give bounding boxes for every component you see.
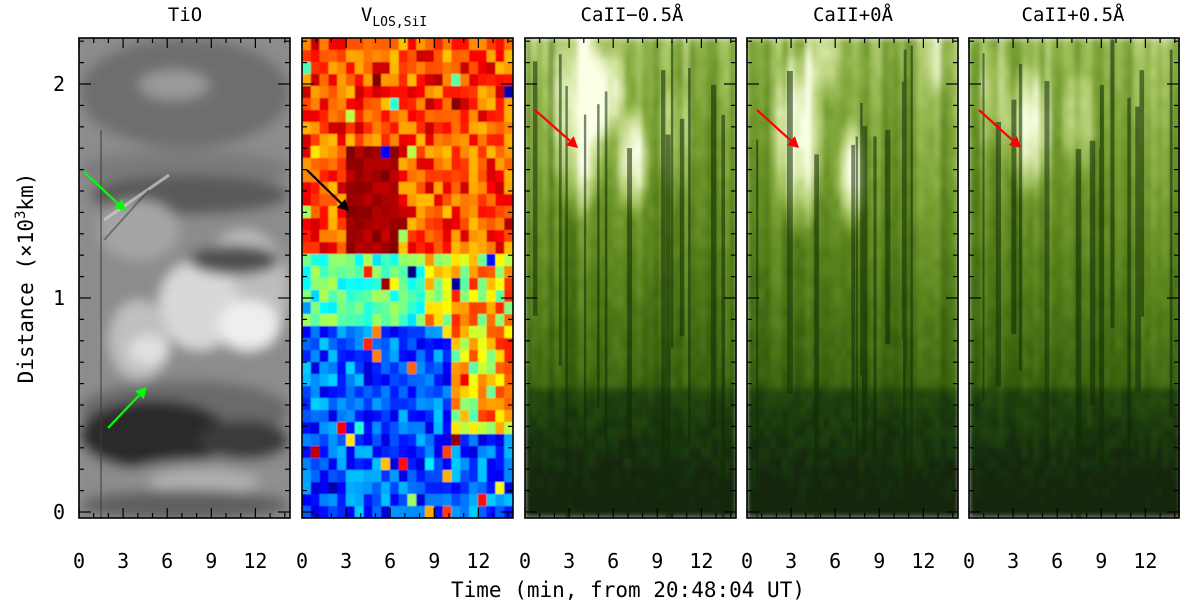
y-axis-label-suffix: km) — [14, 173, 38, 211]
y-axis-label-exponent: 3 — [13, 211, 29, 219]
panel-frame — [78, 37, 291, 519]
tio-intensity-image — [79, 38, 290, 518]
x-tick-label: 9 — [428, 549, 440, 573]
panel-title: TiO — [168, 4, 202, 26]
caii-zero-image — [747, 38, 958, 518]
x-tick-label: 12 — [243, 549, 267, 573]
y-tick-label: 1 — [53, 286, 65, 310]
x-tick-label: 3 — [117, 549, 129, 573]
arrow-shaft — [83, 171, 119, 205]
arrow-head — [565, 136, 578, 148]
panel-frame — [968, 37, 1180, 519]
arrow-head — [1008, 136, 1021, 148]
y-axis-label: Distance (×103km) — [13, 173, 38, 384]
x-tick-label: 6 — [161, 549, 173, 573]
annotation-arrows — [83, 171, 147, 429]
x-tick-label: 12 — [911, 549, 935, 573]
panel-title: CaII+0Å — [813, 3, 894, 26]
annotation-arrows — [978, 109, 1021, 148]
panel-caii-minus: CaII−0.5Å — [524, 3, 737, 519]
x-axis-label: Time (min, from 20:48:04 UT) — [451, 578, 805, 602]
panel-title-subscript: LOS,SiI — [372, 15, 427, 30]
caii-minus-image — [525, 38, 736, 518]
x-tick-label: 3 — [340, 549, 352, 573]
panel-tio: TiO — [78, 4, 291, 519]
panel-caii-zero: CaII+0Å — [746, 3, 959, 519]
panel-title: VLOS,SiI — [361, 4, 427, 30]
y-axis-label-prefix: Distance (×10 — [14, 219, 38, 383]
panel-vlos: VLOS,SiI — [301, 4, 514, 519]
panel-caii-plus: CaII+0.5Å — [968, 3, 1180, 519]
arrow-head — [786, 136, 799, 148]
arrow-shaft — [306, 169, 342, 205]
annotation-arrows — [306, 169, 349, 211]
x-tick-label: 3 — [1007, 549, 1019, 573]
x-tick-label: 9 — [1095, 549, 1107, 573]
x-tick-label: 3 — [563, 549, 575, 573]
x-tick-label: 0 — [296, 549, 308, 573]
arrow-head — [135, 387, 147, 400]
annotation-arrows — [534, 109, 578, 148]
arrow-shaft — [107, 394, 141, 429]
annotation-arrows — [756, 109, 799, 148]
panel-title: CaII+0.5Å — [1022, 3, 1126, 26]
x-tick-label: 6 — [829, 549, 841, 573]
axis-ticks — [301, 38, 513, 518]
panel-frame — [301, 37, 514, 519]
y-tick-labels: 0 1 2 — [53, 72, 65, 524]
panel-frame — [746, 37, 959, 519]
vlos-velocity-image — [302, 38, 513, 518]
y-tick-label: 0 — [53, 500, 65, 524]
x-tick-label: 6 — [1051, 549, 1063, 573]
x-tick-label: 0 — [963, 549, 975, 573]
x-tick-label: 9 — [651, 549, 663, 573]
x-tick-label: 12 — [689, 549, 713, 573]
arrow-head — [113, 199, 126, 211]
x-tick-label: 3 — [785, 549, 797, 573]
panel-title-main: V — [361, 4, 372, 26]
y-tick-label: 2 — [53, 72, 65, 96]
axis-ticks — [746, 38, 958, 518]
x-tick-label: 12 — [1133, 549, 1157, 573]
x-tick-label: 12 — [466, 549, 490, 573]
x-tick-label: 0 — [519, 549, 531, 573]
panel-frame — [524, 37, 737, 519]
arrow-head — [336, 199, 349, 211]
axis-ticks — [78, 38, 290, 518]
caii-plus-image — [969, 38, 1180, 518]
panel-title: CaII−0.5Å — [581, 3, 685, 26]
arrow-shaft — [756, 109, 792, 142]
x-tick-label: 9 — [205, 549, 217, 573]
x-tick-label: 0 — [73, 549, 85, 573]
arrow-shaft — [978, 109, 1014, 142]
x-tick-label: 6 — [607, 549, 619, 573]
arrow-shaft — [534, 109, 571, 142]
x-tick-label: 6 — [384, 549, 396, 573]
axis-ticks — [968, 38, 1179, 518]
x-tick-label: 0 — [741, 549, 753, 573]
axis-ticks — [524, 38, 736, 518]
x-tick-labels: 0 3 6 9 12 0 3 6 9 12 0 3 6 9 12 0 3 6 9 12 0 3 6 9 12 — [73, 549, 1157, 573]
x-tick-label: 9 — [873, 549, 885, 573]
